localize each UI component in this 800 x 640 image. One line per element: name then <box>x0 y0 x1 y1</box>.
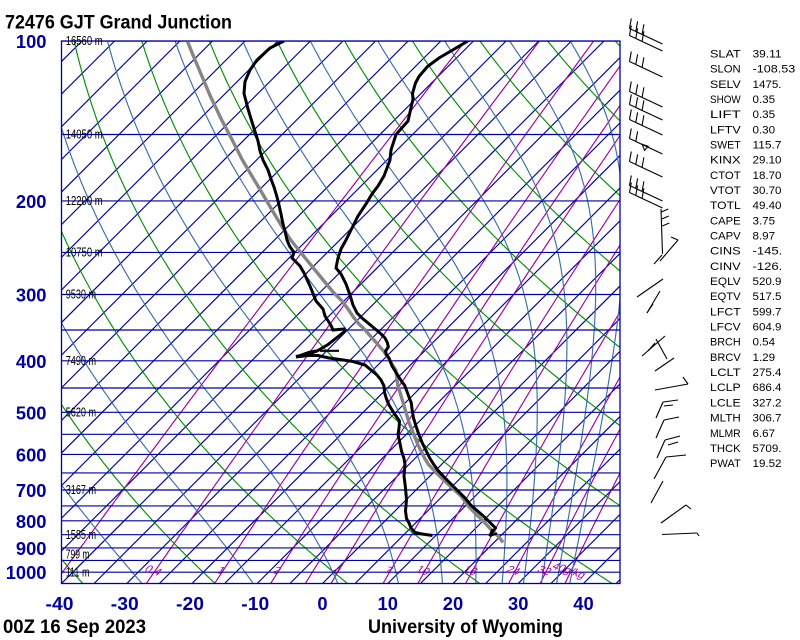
svg-text:686.4: 686.4 <box>753 382 782 394</box>
svg-text:400: 400 <box>16 351 47 372</box>
svg-text:00Z 16 Sep 2023: 00Z 16 Sep 2023 <box>3 616 146 638</box>
svg-text:49.40: 49.40 <box>753 200 782 212</box>
svg-text:0: 0 <box>317 593 327 614</box>
svg-text:1585 m: 1585 m <box>66 528 96 542</box>
svg-text:20: 20 <box>443 593 463 614</box>
svg-text:19.52: 19.52 <box>753 458 782 470</box>
svg-text:799 m: 799 m <box>66 547 90 561</box>
svg-text:6.67: 6.67 <box>753 428 776 440</box>
svg-text:-145.: -145. <box>753 246 783 258</box>
svg-text:600: 600 <box>16 444 47 465</box>
svg-text:1: 1 <box>214 565 227 577</box>
svg-text:SHOW: SHOW <box>710 94 741 106</box>
svg-text:8.97: 8.97 <box>753 231 776 243</box>
svg-text:200: 200 <box>16 191 47 212</box>
svg-text:800: 800 <box>16 511 47 532</box>
svg-text:SELV: SELV <box>710 79 741 91</box>
svg-text:10: 10 <box>378 593 398 614</box>
svg-text:LFCV: LFCV <box>710 322 741 334</box>
svg-text:7: 7 <box>381 565 394 577</box>
svg-text:300: 300 <box>16 284 47 305</box>
svg-text:275.4: 275.4 <box>753 367 782 379</box>
svg-text:CINV: CINV <box>710 261 741 273</box>
svg-text:TOTL: TOTL <box>710 200 741 212</box>
svg-text:14050 m: 14050 m <box>66 128 103 142</box>
svg-text:1000: 1000 <box>6 562 47 583</box>
svg-text:520.9: 520.9 <box>753 276 782 288</box>
svg-text:LIFT: LIFT <box>710 109 741 121</box>
svg-text:SLON: SLON <box>710 64 741 76</box>
svg-text:5620 m: 5620 m <box>66 406 96 420</box>
svg-text:72476 GJT Grand Junction: 72476 GJT Grand Junction <box>5 12 232 34</box>
svg-text:30.70: 30.70 <box>753 185 782 197</box>
svg-text:LFTV: LFTV <box>710 124 741 136</box>
svg-text:-20: -20 <box>176 593 204 614</box>
svg-text:SWET: SWET <box>710 140 741 152</box>
svg-text:29.10: 29.10 <box>753 155 782 167</box>
svg-text:KINX: KINX <box>710 155 741 167</box>
svg-text:10750 m: 10750 m <box>66 246 103 260</box>
svg-text:-108.53: -108.53 <box>753 64 796 76</box>
svg-text:CAPV: CAPV <box>710 231 741 243</box>
svg-text:CAPE: CAPE <box>710 215 741 227</box>
svg-text:40: 40 <box>573 593 593 614</box>
svg-text:700: 700 <box>16 480 47 501</box>
svg-text:-10: -10 <box>241 593 269 614</box>
svg-text:111 m: 111 m <box>66 565 90 579</box>
svg-text:3167 m: 3167 m <box>66 483 96 497</box>
svg-text:39.11: 39.11 <box>753 49 782 61</box>
svg-text:LCLP: LCLP <box>710 382 741 394</box>
svg-text:9530 m: 9530 m <box>66 288 96 302</box>
svg-text:5709.: 5709. <box>753 443 782 455</box>
svg-text:599.7: 599.7 <box>753 306 782 318</box>
svg-text:100: 100 <box>16 31 47 52</box>
svg-text:16560 m: 16560 m <box>66 34 103 48</box>
svg-text:115.7: 115.7 <box>753 140 782 152</box>
svg-text:0.4: 0.4 <box>142 564 164 578</box>
svg-text:BRCV: BRCV <box>710 352 741 364</box>
svg-text:EQLV: EQLV <box>710 276 741 288</box>
svg-text:0.35: 0.35 <box>753 94 776 106</box>
svg-text:-126.: -126. <box>753 261 783 273</box>
svg-text:-30: -30 <box>111 593 139 614</box>
svg-text:327.2: 327.2 <box>753 397 782 409</box>
svg-text:EQTV: EQTV <box>710 291 741 303</box>
svg-text:3.75: 3.75 <box>753 215 776 227</box>
svg-text:University of Wyoming: University of Wyoming <box>368 616 563 638</box>
svg-text:BRCH: BRCH <box>710 337 741 349</box>
svg-text:12200 m: 12200 m <box>66 194 103 208</box>
svg-text:500: 500 <box>16 402 47 423</box>
svg-text:THCK: THCK <box>710 443 741 455</box>
svg-text:7490 m: 7490 m <box>66 354 96 368</box>
svg-text:MLTH: MLTH <box>710 413 741 425</box>
svg-text:-40: -40 <box>46 593 74 614</box>
svg-text:4: 4 <box>330 565 343 577</box>
svg-text:PWAT: PWAT <box>710 458 741 470</box>
svg-text:0.30: 0.30 <box>753 124 776 136</box>
svg-text:LCLT: LCLT <box>710 367 741 379</box>
svg-text:2: 2 <box>270 565 283 577</box>
svg-text:LFCT: LFCT <box>710 306 741 318</box>
svg-text:SLAT: SLAT <box>710 49 741 61</box>
svg-text:306.7: 306.7 <box>753 413 782 425</box>
svg-text:MLMR: MLMR <box>710 428 741 440</box>
svg-text:LCLE: LCLE <box>710 397 741 409</box>
svg-text:604.9: 604.9 <box>753 322 782 334</box>
svg-text:900: 900 <box>16 538 47 559</box>
svg-text:517.5: 517.5 <box>753 291 782 303</box>
svg-text:0.35: 0.35 <box>753 109 776 121</box>
svg-text:CINS: CINS <box>710 246 741 258</box>
svg-text:CTOT: CTOT <box>710 170 741 182</box>
svg-text:1475.: 1475. <box>753 79 782 91</box>
svg-text:0.54: 0.54 <box>753 337 776 349</box>
svg-text:30: 30 <box>508 593 528 614</box>
svg-text:18.70: 18.70 <box>753 170 782 182</box>
svg-text:VTOT: VTOT <box>710 185 741 197</box>
svg-text:1.29: 1.29 <box>753 352 776 364</box>
